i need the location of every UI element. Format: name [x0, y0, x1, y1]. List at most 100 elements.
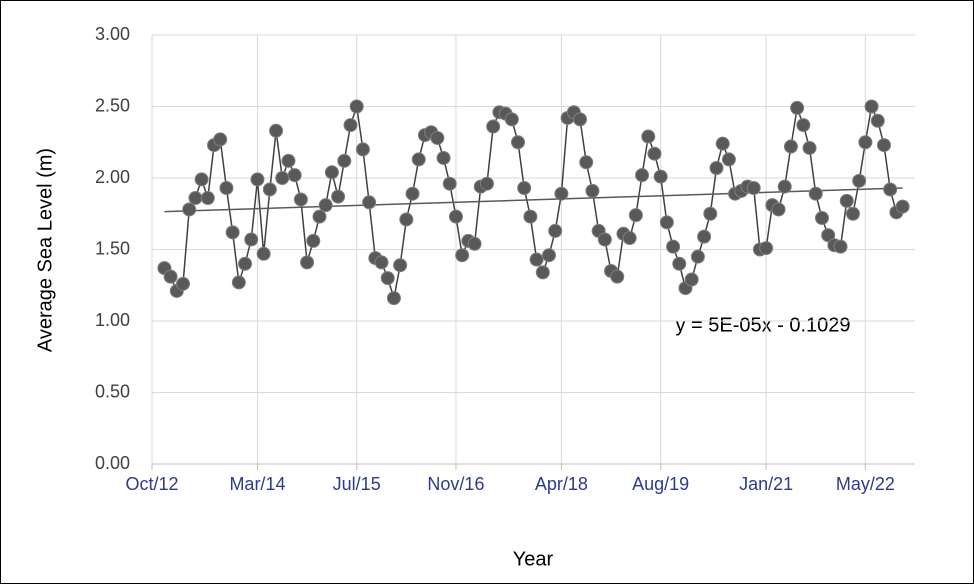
point: [312, 209, 327, 224]
point: [802, 140, 817, 155]
point: [535, 265, 550, 280]
trendline-equation: y = 5E-05x - 0.1029: [675, 314, 850, 336]
point: [436, 150, 451, 165]
point: [876, 138, 891, 153]
point: [771, 202, 786, 217]
point: [219, 181, 234, 196]
point: [852, 173, 867, 188]
point: [182, 202, 197, 217]
point: [188, 191, 203, 206]
point: [715, 136, 730, 151]
x-tick-label: Mar/14: [229, 474, 285, 494]
point: [684, 272, 699, 287]
point: [293, 192, 308, 207]
point: [386, 291, 401, 306]
point: [790, 100, 805, 115]
point: [405, 186, 420, 201]
point: [585, 183, 600, 198]
point: [275, 171, 290, 185]
point: [163, 269, 178, 284]
point: [523, 209, 538, 224]
x-tick-label: May/22: [836, 474, 895, 494]
point: [281, 153, 296, 168]
y-tick-label: 2.50: [95, 95, 130, 115]
x-tick-label: Apr/18: [535, 474, 588, 494]
point: [287, 168, 302, 183]
point: [250, 172, 265, 187]
point: [641, 129, 656, 144]
x-axis-title: Year: [513, 548, 554, 570]
point: [411, 152, 426, 167]
y-tick-label: 1.50: [95, 238, 130, 258]
y-axis-title: Average Sea Level (m): [34, 148, 56, 352]
point: [374, 255, 389, 270]
point: [808, 186, 823, 201]
point: [870, 113, 885, 128]
point: [833, 239, 848, 254]
point: [573, 112, 588, 127]
y-tick-label: 3.00: [95, 24, 130, 44]
point: [362, 195, 377, 210]
point: [337, 153, 352, 168]
point: [839, 193, 854, 208]
point: [331, 189, 346, 204]
y-tick-label: 1.00: [95, 310, 130, 330]
point: [666, 239, 681, 254]
point: [455, 248, 470, 263]
point: [393, 258, 408, 273]
point: [225, 225, 240, 240]
point: [176, 276, 191, 291]
point: [504, 112, 519, 127]
x-tick-label: Oct/12: [125, 474, 178, 494]
point: [759, 241, 774, 256]
point: [883, 182, 898, 197]
point: [256, 246, 271, 261]
trendline: [164, 187, 903, 213]
point: [579, 155, 594, 170]
point: [467, 236, 482, 251]
point: [430, 130, 445, 145]
point: [324, 165, 339, 180]
point: [343, 118, 358, 133]
point: [796, 118, 811, 133]
point: [194, 172, 209, 187]
point: [783, 139, 798, 154]
point: [622, 231, 637, 246]
point: [486, 119, 501, 134]
point: [244, 232, 259, 247]
point: [262, 182, 277, 197]
point: [821, 228, 836, 243]
point: [895, 199, 910, 214]
point: [709, 160, 724, 175]
point: [300, 255, 315, 270]
point: [672, 256, 687, 271]
point: [380, 271, 395, 286]
point: [529, 252, 544, 267]
y-tick-label: 2.00: [95, 167, 130, 187]
point: [238, 256, 253, 271]
point: [231, 275, 246, 290]
point: [703, 206, 718, 221]
point: [542, 248, 557, 263]
point: [597, 232, 612, 247]
point: [548, 223, 563, 238]
x-tick-label: Aug/19: [632, 474, 689, 494]
point: [479, 176, 494, 191]
point: [306, 233, 321, 248]
point: [399, 212, 414, 227]
point: [746, 181, 761, 196]
point: [814, 211, 829, 226]
point: [355, 142, 370, 157]
point: [517, 181, 532, 196]
point: [659, 215, 674, 230]
x-tick-label: Jan/21: [739, 474, 793, 494]
point: [213, 132, 228, 147]
point: [448, 209, 463, 224]
point: [635, 168, 650, 183]
point: [697, 229, 712, 244]
y-tick-label: 0.50: [95, 381, 130, 401]
x-tick-label: Nov/16: [427, 474, 484, 494]
